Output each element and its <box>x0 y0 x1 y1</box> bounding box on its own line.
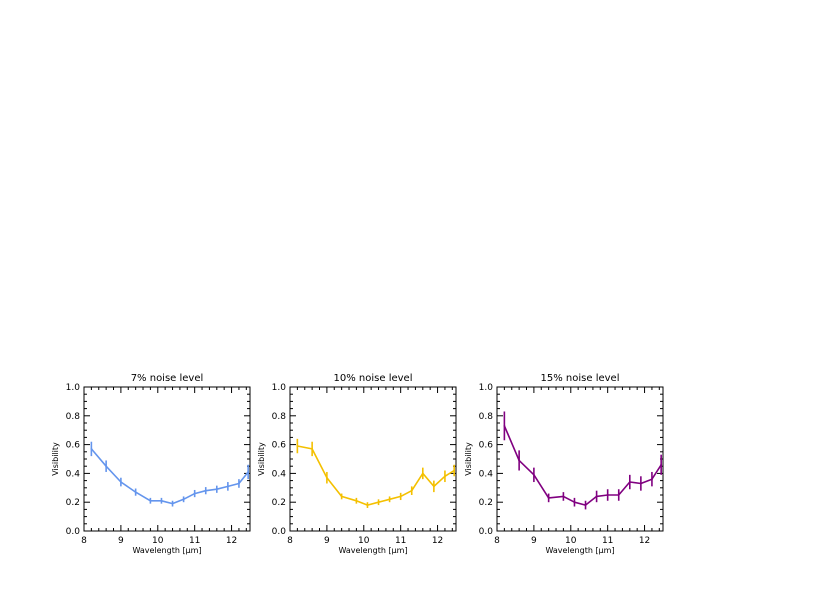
chart-title: 15% noise level <box>541 373 620 384</box>
data-point <box>193 492 196 495</box>
chart-panel-1: 0.0 0.2 0.4 0.6 0.8 1.0 8 9 10 11 12 7% noise level… <box>51 373 251 555</box>
data-point <box>377 501 380 504</box>
series-line <box>297 445 455 506</box>
plot-frame <box>496 386 664 532</box>
data-point <box>547 496 550 499</box>
y-tick-label: 0.2 <box>66 498 80 508</box>
data-point <box>410 489 413 492</box>
y-tick-label: 0.6 <box>66 441 81 451</box>
x-tick-label: 9 <box>531 536 537 546</box>
x-tick-label: 11 <box>602 536 613 546</box>
x-tick-label: 10 <box>565 536 577 546</box>
data-point <box>134 491 137 494</box>
y-tick-label: 0.0 <box>479 527 494 537</box>
data-point <box>119 481 122 483</box>
data-point <box>651 478 653 481</box>
data-point <box>204 489 207 492</box>
chart-title: 7% noise level <box>131 373 204 384</box>
data-point <box>182 498 185 501</box>
data-point <box>366 504 369 506</box>
chart-panel-3: 0.0 0.2 0.4 0.6 0.8 1.0 8 9 10 11 12 15% noise leve… <box>464 373 664 555</box>
y-tick-label: 0.8 <box>66 412 81 422</box>
x-axis-label: Wavelength [μm] <box>545 546 614 555</box>
data-point <box>355 499 358 502</box>
data-point <box>584 504 587 506</box>
x-tick-label: 9 <box>118 536 124 546</box>
y-tick-label: 1.0 <box>66 383 81 393</box>
y-axis-label: Visibility <box>464 442 473 476</box>
data-point <box>325 476 328 479</box>
y-tick-label: 0.4 <box>479 469 494 479</box>
y-tick-label: 0.0 <box>272 527 287 537</box>
data-point <box>311 448 314 450</box>
data-point <box>388 498 391 501</box>
data-point <box>226 485 229 488</box>
data-point <box>432 485 435 488</box>
x-tick-label: 12 <box>432 536 443 546</box>
y-tick-label: 0.6 <box>479 441 494 451</box>
data-point <box>573 501 576 504</box>
plot-frame <box>83 386 251 532</box>
data-point <box>171 502 174 505</box>
data-point <box>617 494 620 496</box>
data-point <box>453 469 456 472</box>
series-line <box>503 425 662 506</box>
series-line <box>90 448 249 505</box>
y-tick-label: 0.8 <box>479 412 494 422</box>
y-tick-label: 0.6 <box>272 441 287 451</box>
data-point <box>639 482 642 485</box>
y-axis-label: Visibility <box>51 442 60 476</box>
x-tick-label: 9 <box>324 536 330 546</box>
data-point <box>595 495 598 498</box>
x-tick-label: 8 <box>287 536 293 546</box>
x-tick-label: 8 <box>81 536 87 546</box>
data-point <box>660 463 663 466</box>
data-point <box>340 495 343 498</box>
data-point <box>606 494 609 496</box>
data-point <box>518 459 521 462</box>
data-point <box>149 499 152 502</box>
x-tick-label: 11 <box>189 536 200 546</box>
data-point <box>247 471 250 473</box>
y-tick-label: 0.8 <box>272 412 287 422</box>
y-tick-label: 0.4 <box>272 469 287 479</box>
x-tick-label: 10 <box>358 536 370 546</box>
data-point <box>105 465 108 468</box>
data-series <box>503 411 663 510</box>
data-point <box>444 475 446 478</box>
chart-panel-2: 0.0 0.2 0.4 0.6 0.8 1.0 8 9 10 11 12 10% noise leve… <box>257 373 457 555</box>
data-point <box>238 482 240 485</box>
y-axis-label: Visibility <box>257 442 266 476</box>
x-tick-label: 11 <box>395 536 406 546</box>
data-point <box>628 481 631 483</box>
data-point <box>503 424 506 427</box>
x-tick-label: 8 <box>494 536 500 546</box>
chart-panels: 0.0 0.2 0.4 0.6 0.8 1.0 8 9 10 11 12 7% noise level… <box>51 373 664 555</box>
data-series <box>296 438 456 508</box>
data-point <box>421 472 424 475</box>
data-point <box>296 445 299 447</box>
y-tick-label: 0.2 <box>272 498 286 508</box>
y-tick-label: 0.0 <box>66 527 81 537</box>
data-point <box>562 495 565 498</box>
x-tick-label: 12 <box>226 536 237 546</box>
data-point <box>532 473 535 476</box>
chart-title: 10% noise level <box>334 373 413 384</box>
x-tick-label: 10 <box>152 536 164 546</box>
y-tick-label: 0.2 <box>479 498 493 508</box>
x-axis-label: Wavelength [μm] <box>132 546 201 555</box>
data-point <box>90 448 93 450</box>
data-series <box>90 441 250 507</box>
x-tick-label: 12 <box>639 536 650 546</box>
data-point <box>160 499 163 502</box>
data-point <box>399 495 402 498</box>
data-point <box>215 488 218 491</box>
plot-frame <box>289 386 457 532</box>
x-axis-label: Wavelength [μm] <box>338 546 407 555</box>
y-tick-label: 1.0 <box>272 383 287 393</box>
y-tick-label: 1.0 <box>479 383 494 393</box>
y-tick-label: 0.4 <box>66 469 81 479</box>
